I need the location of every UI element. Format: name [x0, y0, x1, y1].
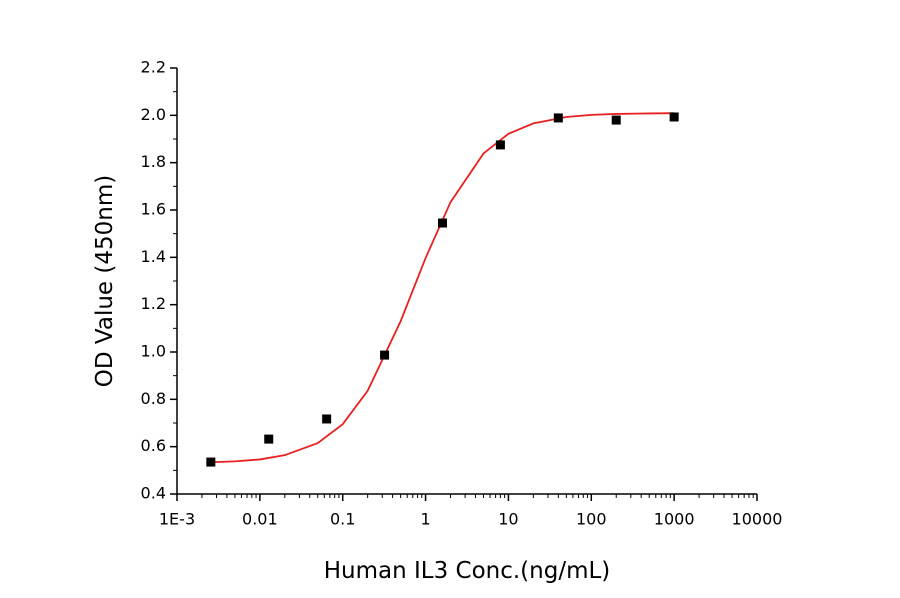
x-tick-label: 1000 [654, 510, 695, 529]
x-axis-label: Human IL3 Conc.(ng/mL) [324, 558, 611, 584]
y-axis-label: OD Value (450nm) [92, 175, 118, 387]
data-point [264, 434, 274, 444]
y-tick-label: 0.6 [141, 436, 166, 455]
data-point [437, 218, 447, 228]
y-tick-label: 2.0 [141, 105, 166, 124]
x-tick-label: 0.1 [330, 510, 355, 529]
data-point [669, 112, 679, 122]
y-tick-label: 1.6 [141, 200, 166, 219]
y-tick-label: 1.0 [141, 342, 166, 361]
y-tick-label: 1.2 [141, 294, 166, 313]
data-point [611, 115, 621, 125]
y-tick-label: 0.8 [141, 389, 166, 408]
y-tick-label: 1.4 [141, 247, 166, 266]
data-point [322, 414, 332, 424]
x-tick-label: 10000 [732, 510, 783, 529]
data-point [495, 140, 505, 150]
data-point [553, 113, 563, 123]
data-point [380, 350, 390, 360]
x-tick-label: 1E-3 [159, 510, 195, 529]
fit-curve [209, 112, 675, 464]
y-tick-label: 1.8 [141, 152, 166, 171]
x-tick-label: 10 [498, 510, 518, 529]
data-point [206, 457, 216, 467]
x-tick-label: 1 [420, 510, 430, 529]
x-tick-label: 100 [576, 510, 607, 529]
y-tick-label: 0.4 [141, 484, 166, 503]
y-tick-label: 2.2 [141, 58, 166, 77]
x-tick-label: 0.01 [242, 510, 278, 529]
